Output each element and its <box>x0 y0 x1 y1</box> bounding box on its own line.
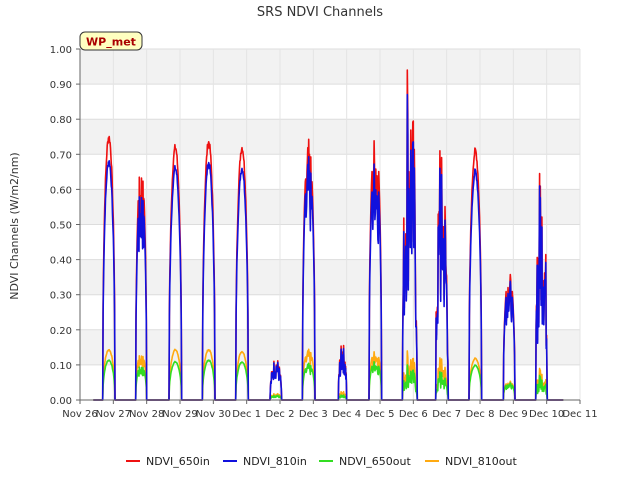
x-tick-label: Dec 8 <box>466 409 495 420</box>
grid-band <box>80 49 580 85</box>
legend-label-NDVI_810in: NDVI_810in <box>243 455 307 468</box>
x-tick-label: Dec 10 <box>529 409 564 420</box>
x-tick-label: Nov 29 <box>162 409 197 420</box>
x-tick-label: Dec 9 <box>499 409 528 420</box>
chart-title: SRS NDVI Channels <box>257 5 383 20</box>
badge-label: WP_met <box>86 36 136 49</box>
y-tick-label: 0.00 <box>50 396 72 407</box>
x-tick-label: Dec 5 <box>366 409 395 420</box>
legend: NDVI_650in NDVI_810in NDVI_650out NDVI_810o… <box>126 455 517 468</box>
x-tick-label: Dec 4 <box>332 409 361 420</box>
x-tick-label: Nov 26 <box>62 409 97 420</box>
x-tick-label: Dec 6 <box>399 409 428 420</box>
y-tick-label: 0.50 <box>50 221 72 232</box>
legend-label-NDVI_650out: NDVI_650out <box>339 455 411 468</box>
x-tick-label: Nov 28 <box>129 409 164 420</box>
station-badge: WP_met <box>79 31 143 51</box>
y-tick-label: 0.30 <box>50 291 72 302</box>
grid-band <box>80 189 580 225</box>
badge-box <box>79 31 143 51</box>
x-tick-label: Nov 30 <box>196 409 231 420</box>
y-tick-label: 1.00 <box>50 45 72 56</box>
y-tick-label: 0.10 <box>50 361 72 372</box>
legend-label-NDVI_810out: NDVI_810out <box>445 455 517 468</box>
x-tick-label: Dec 3 <box>299 409 328 420</box>
y-tick-label: 0.70 <box>50 150 72 161</box>
x-tick-label: Dec 7 <box>432 409 461 420</box>
y-axis-label: NDVI Channels (W/m2/nm) <box>8 152 21 299</box>
legend-label-NDVI_650in: NDVI_650in <box>146 455 210 468</box>
y-tick-label: 0.20 <box>50 326 72 337</box>
x-tick-label: Nov 27 <box>96 409 131 420</box>
x-tick-label: Dec 11 <box>562 409 597 420</box>
grid-band <box>80 119 580 155</box>
y-axis-ticks: 0.00 0.10 0.20 0.30 0.40 0.50 0.60 0.70 0.80 0.90… <box>50 45 80 407</box>
x-tick-label: Dec 2 <box>266 409 295 420</box>
y-tick-label: 0.80 <box>50 115 72 126</box>
grid-band <box>80 329 580 365</box>
grid-band <box>80 259 580 295</box>
x-tick-label: Dec 1 <box>232 409 261 420</box>
y-tick-label: 0.40 <box>50 256 72 267</box>
y-tick-label: 0.60 <box>50 185 72 196</box>
y-tick-label: 0.90 <box>50 80 72 91</box>
